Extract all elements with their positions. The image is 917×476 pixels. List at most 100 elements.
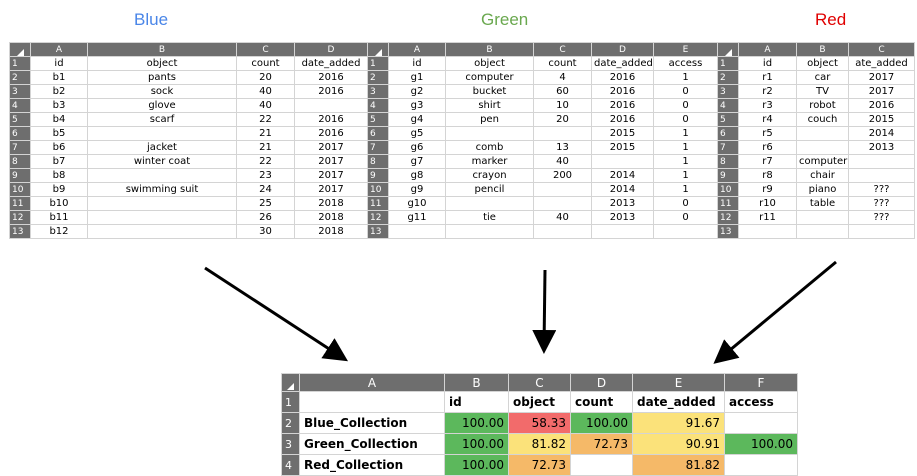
- score-cell[interactable]: 100.00: [444, 433, 509, 455]
- select-all-triangle-icon: [724, 48, 732, 56]
- result-column-header[interactable]: A: [299, 373, 445, 392]
- blue-table-row: 10 b9 swimming suit 24 2017: [9, 182, 368, 197]
- green-row-number[interactable]: 4: [367, 98, 389, 113]
- blue-table-row: 1 id object count date_added: [9, 56, 368, 71]
- result-column-header[interactable]: D: [570, 373, 633, 392]
- blue-title: Blue: [134, 10, 169, 29]
- blue-row-number[interactable]: 9: [9, 168, 31, 183]
- green-table-row: 13: [367, 224, 718, 239]
- result-row-number[interactable]: 2: [281, 412, 300, 434]
- blue-cell[interactable]: 30: [236, 224, 295, 239]
- score-cell[interactable]: [570, 454, 633, 476]
- result-column-header[interactable]: E: [632, 373, 725, 392]
- result-column-header[interactable]: C: [508, 373, 571, 392]
- blue-table-row: 3 b2 sock 40 2016: [9, 84, 368, 99]
- red-row-number[interactable]: 12: [717, 210, 739, 225]
- select-all-triangle-icon: [16, 48, 24, 56]
- score-cell[interactable]: 100.00: [444, 454, 509, 476]
- red-sheet: A B C 1 id object ate_added 2 r1 car 2017 3 r2 TV 2017…: [717, 42, 915, 239]
- score-cell[interactable]: 81.82: [508, 433, 571, 455]
- score-cell[interactable]: 91.67: [632, 412, 725, 434]
- select-all-triangle-icon: [374, 48, 382, 56]
- blue-row-number[interactable]: 5: [9, 112, 31, 127]
- blue-column-header[interactable]: D: [294, 42, 368, 57]
- green-row-number[interactable]: 7: [367, 140, 389, 155]
- green-row-number[interactable]: 1: [367, 56, 389, 71]
- red-row-number[interactable]: 8: [717, 154, 739, 169]
- green-table-row: 9 g8 crayon 200 2014 1: [367, 168, 718, 183]
- red-table-row: 6 r5 2014: [717, 126, 915, 141]
- collection-label-cell[interactable]: Red_Collection: [299, 454, 445, 476]
- result-header-cell[interactable]: access: [724, 391, 798, 413]
- score-cell[interactable]: 100.00: [724, 433, 798, 455]
- arrow-green: [532, 269, 557, 354]
- green-title: Green: [481, 10, 529, 29]
- red-row-number[interactable]: 6: [717, 126, 739, 141]
- arrow-blue: [204, 266, 349, 362]
- result-column-header[interactable]: F: [724, 373, 798, 392]
- result-column-header[interactable]: B: [444, 373, 509, 392]
- result-row-number[interactable]: 4: [281, 454, 300, 476]
- red-table-row: 13: [717, 224, 915, 239]
- score-cell[interactable]: 81.82: [632, 454, 725, 476]
- green-row-number[interactable]: 2: [367, 70, 389, 85]
- result-row-number[interactable]: 1: [281, 391, 300, 413]
- result-header-cell[interactable]: count: [570, 391, 633, 413]
- red-row-number[interactable]: 13: [717, 224, 739, 239]
- green-column-header[interactable]: C: [533, 42, 592, 57]
- green-table-row: 10 g9 pencil 2014 1: [367, 182, 718, 197]
- red-select-all-corner[interactable]: [717, 42, 739, 57]
- score-cell[interactable]: 58.33: [508, 412, 571, 434]
- red-table-row: 11 r10 table???: [717, 196, 915, 211]
- red-title: Red: [815, 10, 847, 29]
- green-table-row: 11 g10 2013 0: [367, 196, 718, 211]
- blue-table-row: 13 b12 30 2018: [9, 224, 368, 239]
- result-header-cell[interactable]: object: [508, 391, 571, 413]
- collection-label-cell[interactable]: Blue_Collection: [299, 412, 445, 434]
- red-column-header[interactable]: C: [848, 42, 915, 57]
- score-cell[interactable]: 100.00: [570, 412, 633, 434]
- score-cell[interactable]: 90.91: [632, 433, 725, 455]
- arrow-red: [713, 260, 837, 364]
- result-header-cell[interactable]: [299, 391, 445, 413]
- blue-sheet: A B C D 1 id object count date_added 2 b1 pants 20 20…: [9, 42, 368, 239]
- blue-row-number[interactable]: 10: [9, 182, 31, 197]
- green-row-number[interactable]: 5: [367, 112, 389, 127]
- green-row-number[interactable]: 9: [367, 168, 389, 183]
- green-table-row: 12 g11 tie 40 2013 0: [367, 210, 718, 225]
- green-column-header[interactable]: E: [653, 42, 718, 57]
- blue-column-header[interactable]: C: [236, 42, 295, 57]
- result-header-cell[interactable]: id: [444, 391, 509, 413]
- score-cell[interactable]: [724, 412, 798, 434]
- blue-table-row: 8 b7 winter coat 22 2017: [9, 154, 368, 169]
- blue-select-all-corner[interactable]: [9, 42, 31, 57]
- result-table-row: 4 Red_Collection 100.00 72.73 81.82: [281, 454, 798, 476]
- red-cell[interactable]: [848, 224, 915, 239]
- blue-table-row: 9 b8 23 2017: [9, 168, 368, 183]
- red-table-row: 2 r1 car 2017: [717, 70, 915, 85]
- result-header-cell[interactable]: date_added: [632, 391, 725, 413]
- result-table-row: 3 Green_Collection 100.00 81.82 72.73 90.91 10…: [281, 433, 798, 455]
- green-table-row: 3 g2 bucket 60 2016 0: [367, 84, 718, 99]
- result-row-number[interactable]: 3: [281, 433, 300, 455]
- score-cell[interactable]: 100.00: [444, 412, 509, 434]
- blue-cell[interactable]: 2018: [294, 224, 368, 239]
- result-header-row: 1 id object count date_added access: [281, 391, 798, 413]
- blue-table-row: 4 b3 glove 40: [9, 98, 368, 113]
- green-table-row: 7 g6 comb 13 2015 1: [367, 140, 718, 155]
- red-table-row: 8 r7 computer: [717, 154, 915, 169]
- collection-label-cell[interactable]: Green_Collection: [299, 433, 445, 455]
- red-column-header[interactable]: A: [738, 42, 797, 57]
- score-cell[interactable]: 72.73: [508, 454, 571, 476]
- score-cell[interactable]: 72.73: [570, 433, 633, 455]
- score-cell[interactable]: [724, 454, 798, 476]
- red-table-row: 5 r4 couch 2015: [717, 112, 915, 127]
- green-column-header[interactable]: B: [445, 42, 534, 57]
- result-select-all-corner[interactable]: [281, 373, 300, 392]
- green-row-number[interactable]: 3: [367, 84, 389, 99]
- blue-table-row: 6 b5 21 2016: [9, 126, 368, 141]
